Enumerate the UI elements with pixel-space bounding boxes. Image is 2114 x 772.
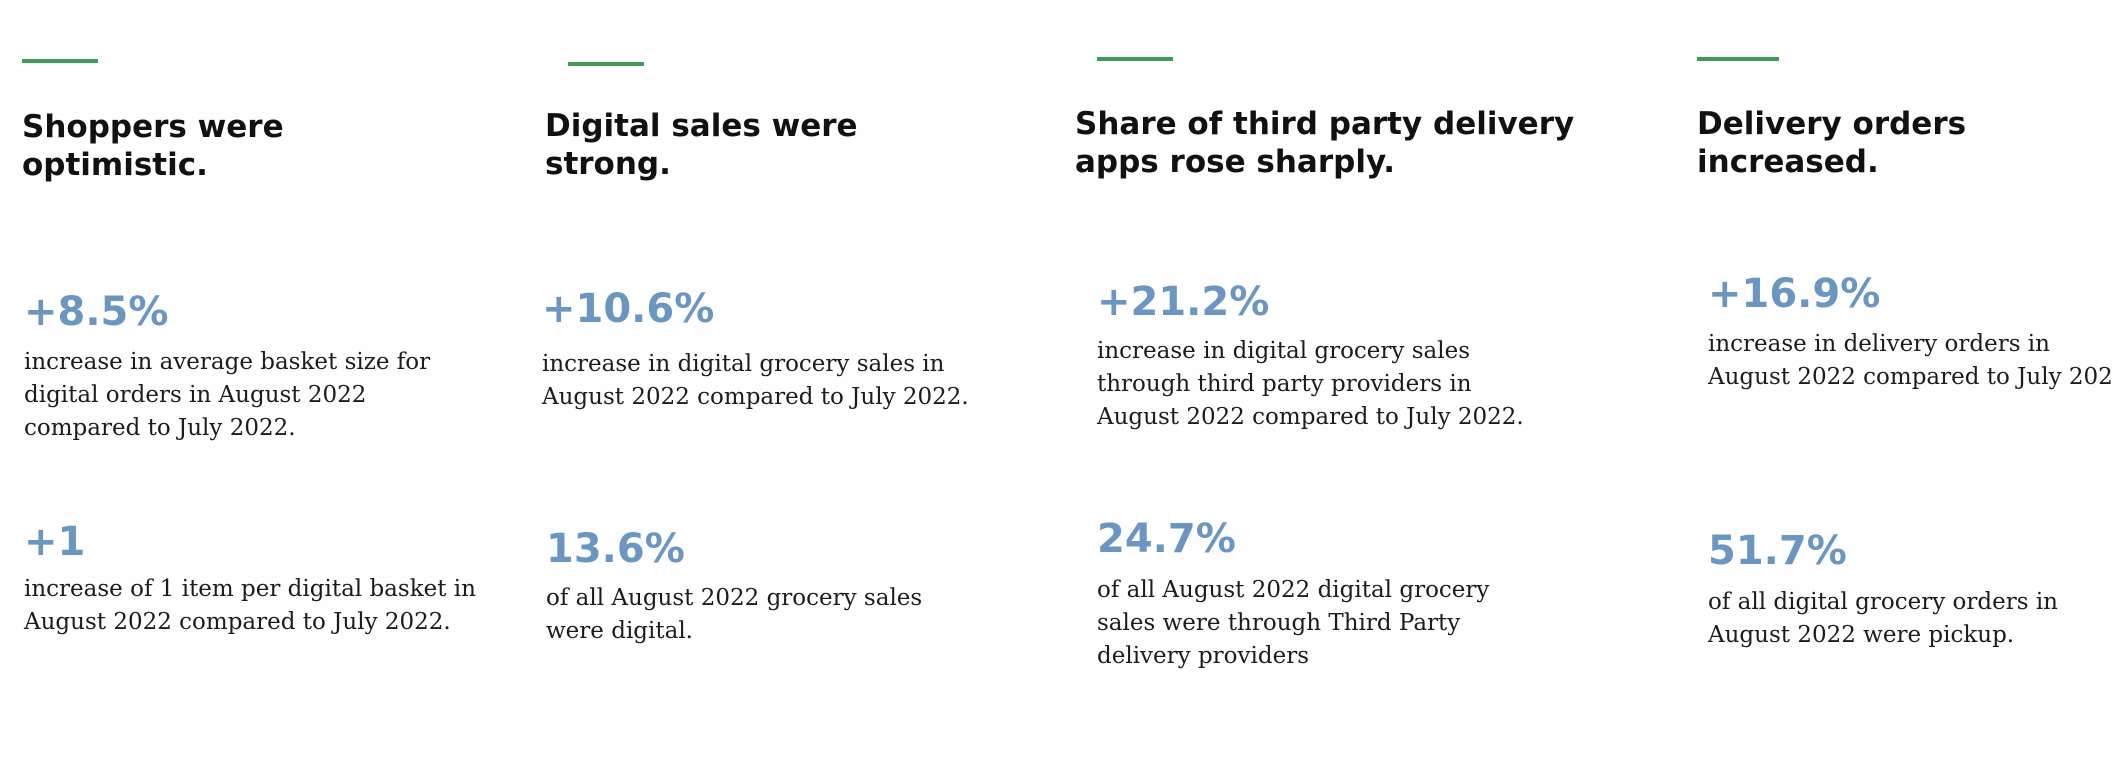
column-heading: Delivery orders increased. [1697,106,1967,180]
stat-value: 51.7% [1708,528,1847,574]
stat-value: +8.5% [24,289,169,335]
stat-value: +16.9% [1708,271,1881,317]
accent-line [1097,57,1173,61]
accent-line [22,59,98,63]
stat-description: increase in digital grocery sales in Aug… [542,351,969,410]
column-heading: Share of third party delivery apps rose … [1075,106,1575,180]
stat-description: of all August 2022 digital grocery sales… [1097,577,1490,669]
stat-description: of all digital grocery orders in August … [1708,589,2058,648]
stat-description: increase in average basket size for digi… [24,349,431,441]
stat-description: increase in digital grocery sales throug… [1097,338,1524,430]
column-heading: Digital sales were strong. [545,108,858,182]
stat-description: increase in delivery orders in August 20… [1708,331,2114,390]
column-heading: Shoppers were optimistic. [22,109,284,183]
stat-value: +1 [24,519,86,565]
stat-value: 24.7% [1097,516,1236,562]
stat-description: increase of 1 item per digital basket in… [24,576,476,635]
accent-line [1697,57,1779,61]
stat-description: of all August 2022 grocery sales were di… [546,585,923,644]
stat-value: +21.2% [1097,279,1270,325]
stat-value: 13.6% [546,526,685,572]
stat-value: +10.6% [542,286,715,332]
accent-line [568,62,644,66]
